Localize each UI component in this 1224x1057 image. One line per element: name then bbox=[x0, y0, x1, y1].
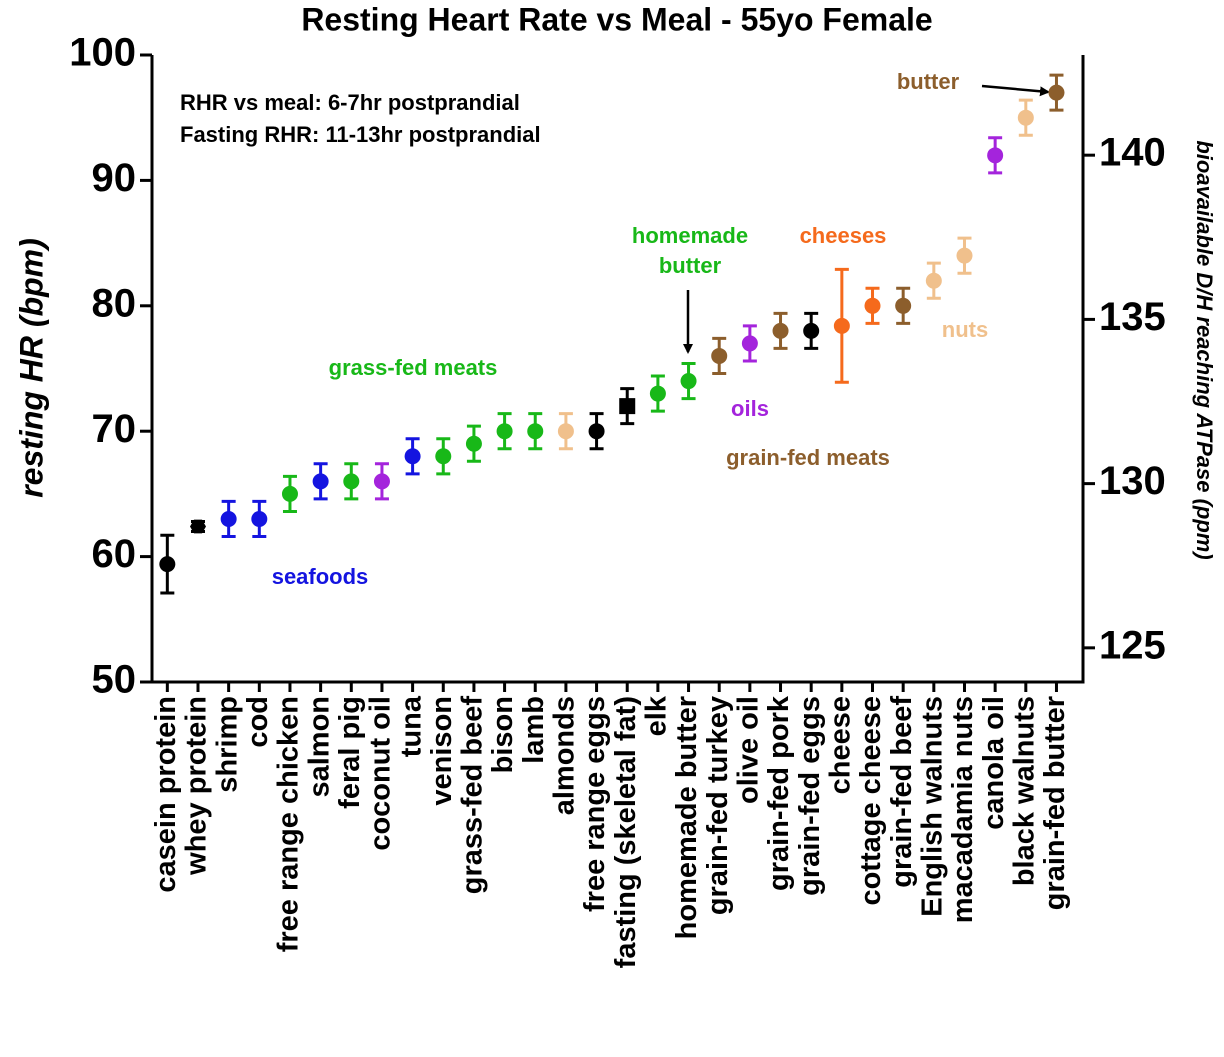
x-tick-label: homemade butter bbox=[671, 696, 703, 939]
x-tick-label: coconut oil bbox=[365, 696, 397, 851]
x-tick-label: cheese bbox=[825, 696, 857, 794]
x-tick-label: black walnuts bbox=[1008, 696, 1040, 886]
y2-tick-label: 125 bbox=[1099, 623, 1166, 667]
point bbox=[404, 448, 421, 465]
point bbox=[803, 322, 820, 339]
point bbox=[343, 473, 360, 490]
point bbox=[956, 247, 973, 264]
x-tick-label: fasting (skeletal fat) bbox=[610, 696, 642, 968]
point bbox=[373, 473, 390, 490]
point bbox=[1048, 84, 1065, 101]
y-tick-label: 60 bbox=[92, 532, 137, 576]
x-tick-label: free range eggs bbox=[579, 696, 611, 912]
point bbox=[987, 147, 1004, 164]
x-tick-label: grain-fed butter bbox=[1039, 696, 1071, 910]
x-tick-label: lamb bbox=[518, 696, 550, 764]
arrow bbox=[981, 84, 1050, 97]
point bbox=[680, 373, 697, 390]
point bbox=[159, 556, 176, 573]
annotation: butter bbox=[659, 253, 722, 278]
annotation: seafoods bbox=[272, 564, 369, 589]
annotation: oils bbox=[731, 396, 769, 421]
x-tick-label: tuna bbox=[395, 695, 427, 757]
point bbox=[189, 519, 206, 534]
x-tick-label: grain-fed eggs bbox=[794, 696, 826, 896]
point bbox=[527, 423, 544, 440]
x-tick-label: free range chicken bbox=[273, 696, 305, 952]
x-tick-label: canola oil bbox=[978, 696, 1010, 830]
x-tick-label: grain-fed pork bbox=[763, 695, 795, 891]
point bbox=[435, 448, 452, 465]
point bbox=[772, 322, 789, 339]
chart-title: Resting Heart Rate vs Meal - 55yo Female bbox=[301, 1, 932, 37]
y-axis-label: resting HR (bpm) bbox=[13, 238, 49, 498]
x-tick-label: whey protein bbox=[181, 696, 213, 876]
y-tick-label: 80 bbox=[92, 281, 137, 325]
x-tick-label: almonds bbox=[549, 696, 581, 815]
point bbox=[588, 423, 605, 440]
point bbox=[496, 423, 513, 440]
annotation: homemade bbox=[632, 223, 748, 248]
annotation: cheeses bbox=[800, 223, 887, 248]
x-tick-label: cottage cheese bbox=[855, 696, 887, 906]
point bbox=[864, 297, 881, 314]
x-tick-label: English walnuts bbox=[916, 696, 948, 917]
annotation: RHR vs meal: 6-7hr postprandial bbox=[180, 90, 520, 115]
point bbox=[465, 435, 482, 452]
point bbox=[741, 335, 758, 352]
y-tick-label: 90 bbox=[92, 156, 137, 200]
axes bbox=[150, 55, 1085, 684]
point bbox=[925, 272, 942, 289]
point bbox=[895, 297, 912, 314]
annotation: grain-fed meats bbox=[726, 445, 890, 470]
y2-tick-label: 135 bbox=[1099, 295, 1166, 339]
point bbox=[220, 510, 237, 527]
x-tick-label: shrimp bbox=[211, 696, 243, 793]
y-tick-label: 100 bbox=[69, 31, 136, 75]
x-tick-label: feral pig bbox=[334, 696, 366, 809]
x-tick-label: grain-fed beef bbox=[886, 696, 918, 888]
point bbox=[312, 473, 329, 490]
y-tick-label: 50 bbox=[92, 658, 137, 702]
point bbox=[649, 385, 666, 402]
x-tick-label: salmon bbox=[303, 696, 335, 798]
x-tick-label: venison bbox=[426, 696, 458, 806]
x-tick-label: elk bbox=[641, 695, 673, 736]
x-tick-label: macadamia nuts bbox=[947, 696, 979, 923]
point bbox=[557, 423, 574, 440]
y-tick-label: 70 bbox=[92, 407, 137, 451]
x-tick-label: grain-fed turkey bbox=[702, 696, 734, 915]
point bbox=[251, 510, 268, 527]
point bbox=[711, 347, 728, 364]
annotation: grass-fed meats bbox=[329, 355, 498, 380]
point bbox=[1017, 109, 1034, 126]
point bbox=[619, 398, 636, 415]
y2-axis-label: bioavailable D/H reaching ATPase (ppm) bbox=[1192, 140, 1217, 559]
annotation: Fasting RHR: 11-13hr postprandial bbox=[180, 122, 541, 147]
point bbox=[281, 485, 298, 502]
annotation: nuts bbox=[942, 317, 988, 342]
point bbox=[833, 317, 850, 334]
annotation: butter bbox=[897, 69, 960, 94]
x-tick-label: cod bbox=[242, 696, 274, 748]
x-tick-label: olive oil bbox=[733, 696, 765, 804]
y2-tick-label: 140 bbox=[1099, 131, 1166, 175]
x-tick-label: casein protein bbox=[150, 696, 182, 893]
y2-tick-label: 130 bbox=[1099, 459, 1166, 503]
x-tick-label: bison bbox=[487, 696, 519, 773]
x-tick-label: grass-fed beef bbox=[457, 696, 489, 895]
